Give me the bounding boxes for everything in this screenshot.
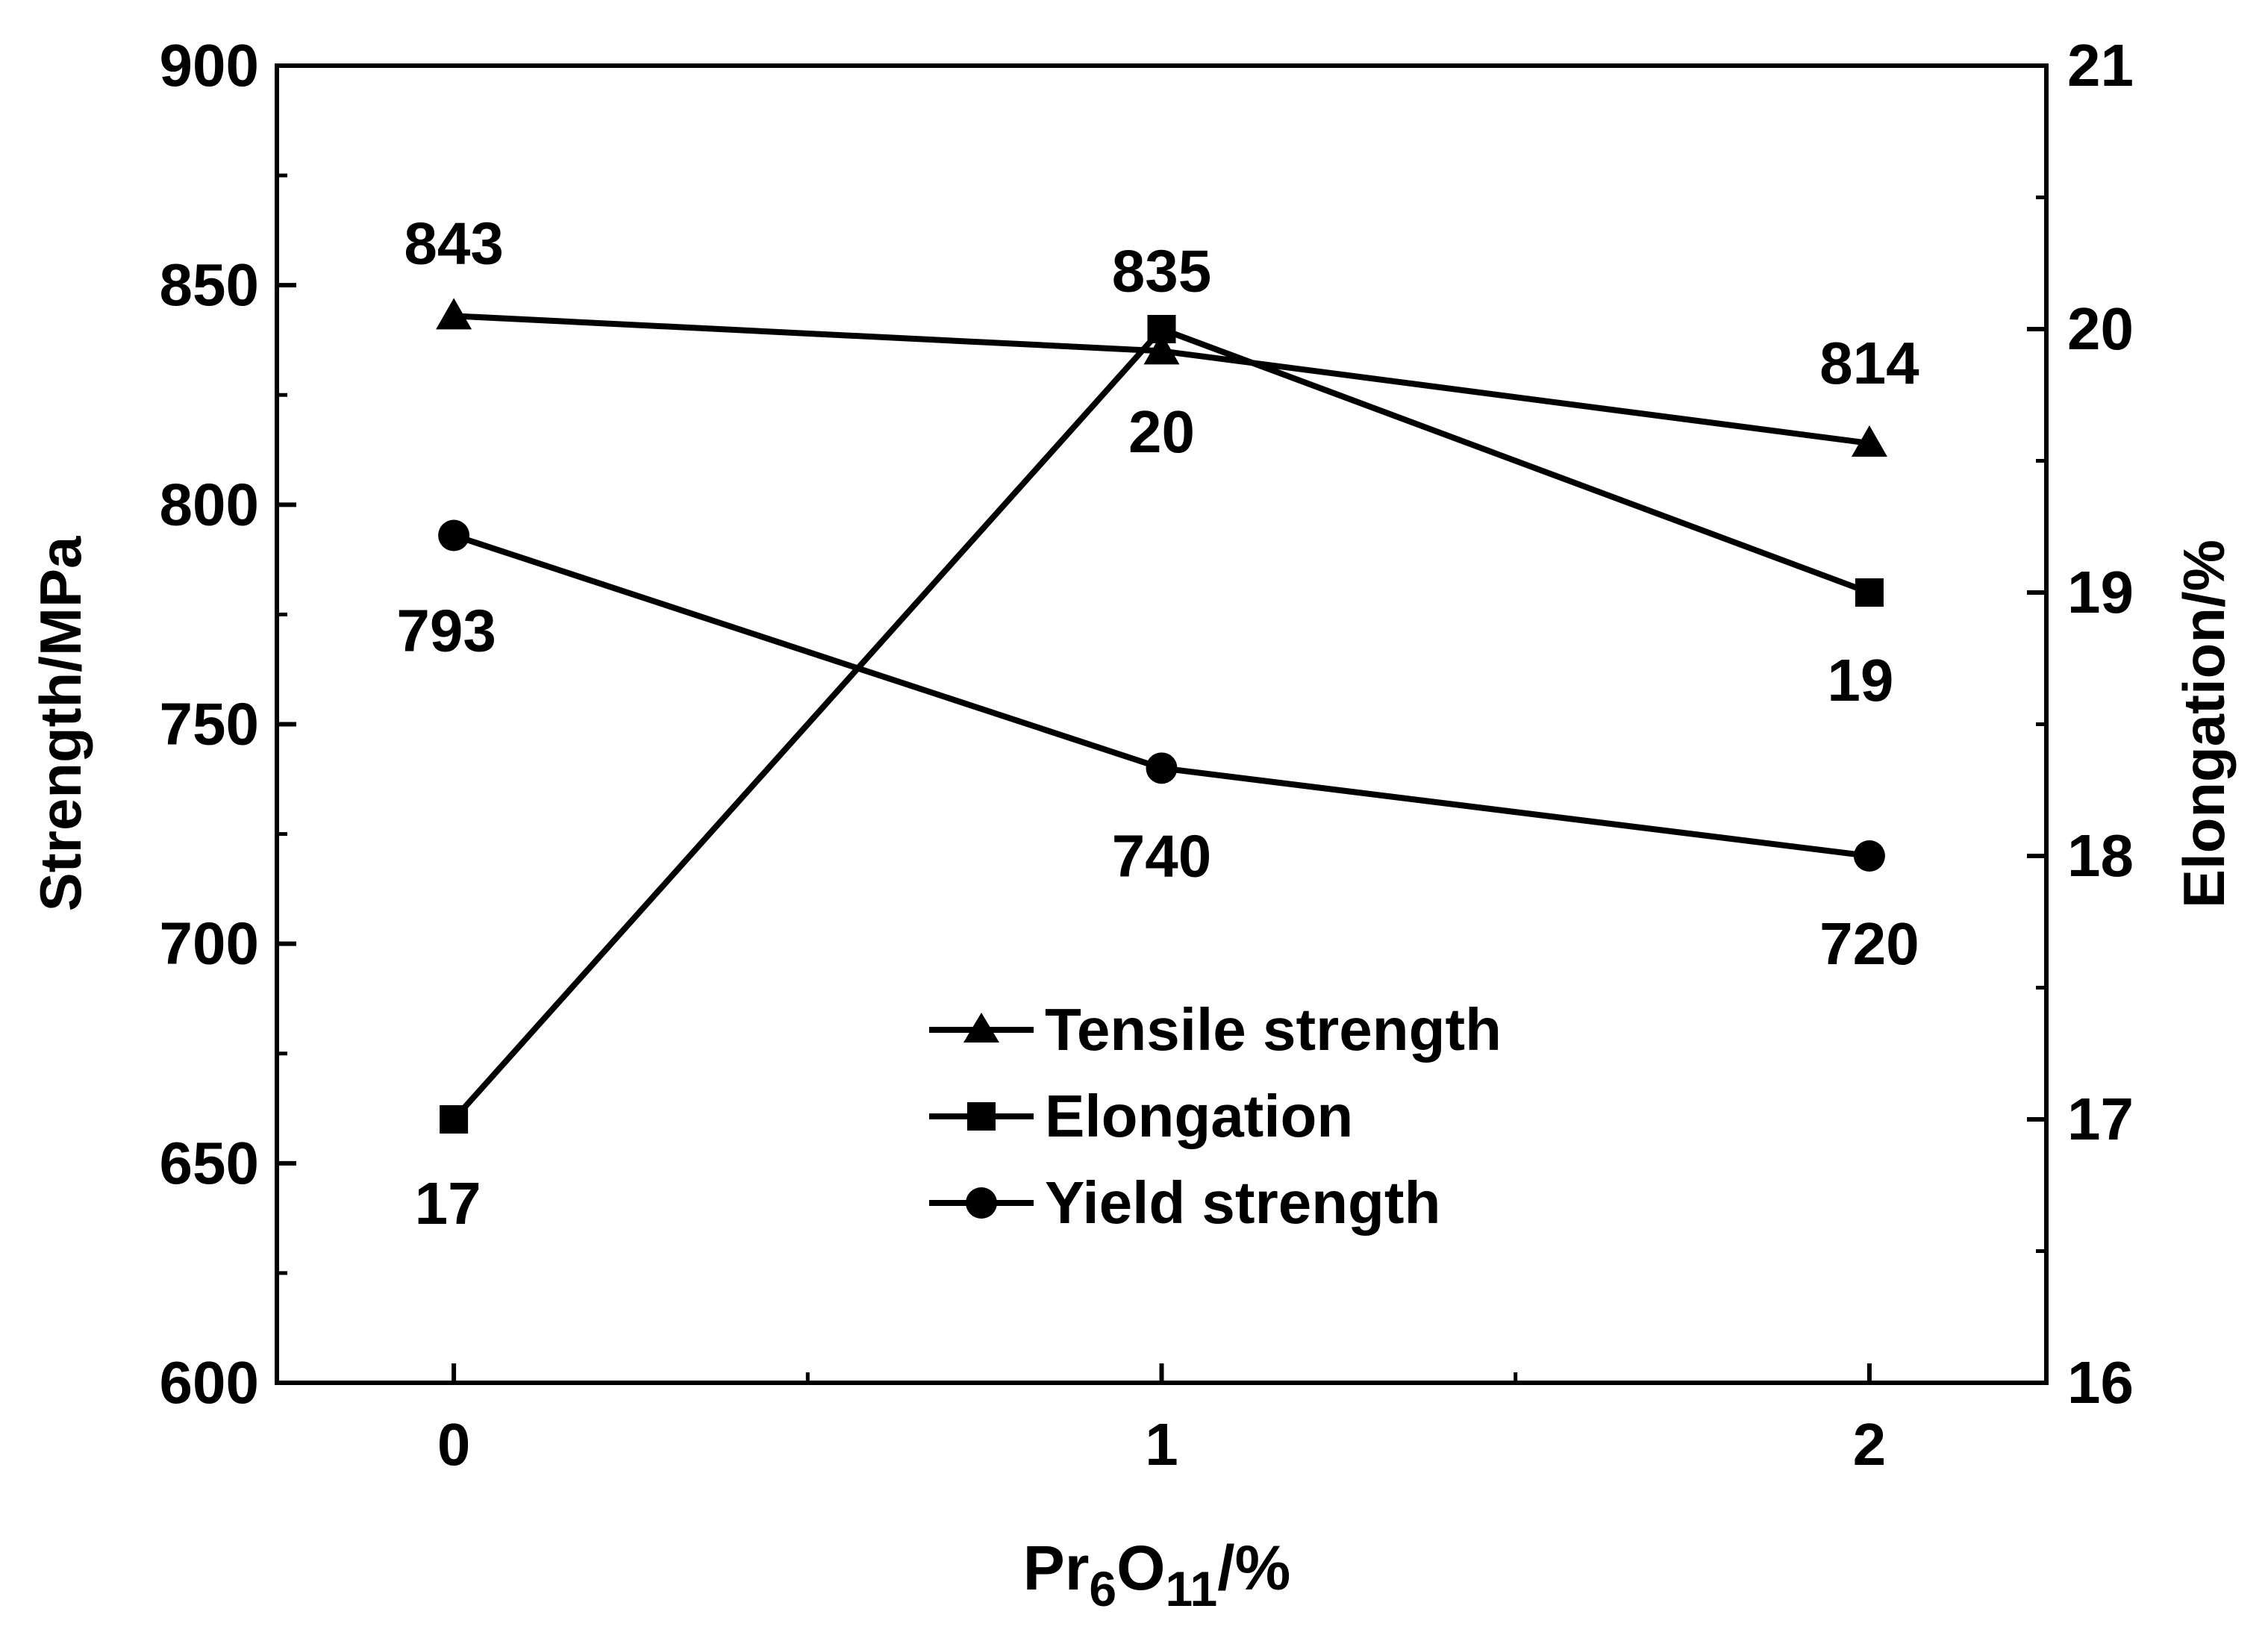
data-label-tensile-strength: 814 bbox=[1819, 330, 1919, 396]
y-axis-right-title: Elongation/% bbox=[2171, 540, 2237, 908]
data-label-elongation: 20 bbox=[1128, 398, 1195, 465]
series-markers bbox=[436, 298, 1887, 1134]
legend-label-tensile: Tensile strength bbox=[1045, 996, 1502, 1063]
legend-label-elongation: Elongation bbox=[1045, 1083, 1353, 1149]
data-label-elongation: 19 bbox=[1827, 647, 1893, 713]
y-left-tick-label: 750 bbox=[160, 691, 259, 757]
y-left-tick-label: 700 bbox=[160, 910, 259, 977]
x-axis-title-suffix: /% bbox=[1217, 1533, 1290, 1603]
data-label-yield-strength: 720 bbox=[1819, 910, 1919, 977]
data-point-yield-strength bbox=[1853, 840, 1885, 872]
x-tick-label: 2 bbox=[1853, 1411, 1887, 1478]
y-axis-left-title: Strength/MPa bbox=[28, 536, 93, 911]
data-point-elongation bbox=[1855, 578, 1884, 607]
x-axis-title-sub1: 6 bbox=[1089, 1561, 1116, 1616]
y-right-tick-label: 21 bbox=[2067, 32, 2134, 99]
y-right-tick-label: 18 bbox=[2067, 822, 2134, 889]
data-point-tensile-strength bbox=[436, 298, 472, 330]
data-point-elongation bbox=[1147, 315, 1176, 343]
y-right-tick-label: 16 bbox=[2067, 1349, 2134, 1416]
x-axis-title-mid: O bbox=[1116, 1533, 1165, 1603]
ticks-layer: 600 650 700 750 800 850 900 16 17 18 19 20 21 0 1 2 bbox=[160, 32, 2134, 1478]
data-point-tensile-strength bbox=[1143, 333, 1180, 365]
data-point-yield-strength bbox=[438, 519, 470, 551]
y-left-tick-label: 850 bbox=[160, 251, 259, 318]
data-label-yield-strength: 740 bbox=[1112, 822, 1211, 889]
data-labels: 843 835 814 17 20 19 793 740 720 bbox=[396, 210, 1919, 1237]
legend-label-yield: Yield strength bbox=[1045, 1169, 1440, 1236]
data-label-elongation: 17 bbox=[415, 1170, 481, 1237]
y-right-tick-label: 20 bbox=[2067, 296, 2134, 362]
x-axis-title-sub2: 11 bbox=[1165, 1561, 1217, 1616]
y-right-tick-label: 19 bbox=[2067, 559, 2134, 625]
y-left-tick-label: 600 bbox=[160, 1349, 259, 1416]
data-label-yield-strength: 793 bbox=[396, 598, 496, 664]
legend: Tensile strength Elongation Yield streng… bbox=[929, 996, 1502, 1236]
y-left-tick-label: 650 bbox=[160, 1130, 259, 1196]
data-point-yield-strength bbox=[1146, 752, 1178, 784]
x-axis-title: Pr6O11/% bbox=[1023, 1533, 1291, 1616]
legend-circle-marker bbox=[966, 1187, 997, 1219]
legend-item-yield: Yield strength bbox=[929, 1169, 1440, 1236]
data-label-tensile-strength: 835 bbox=[1112, 237, 1211, 304]
legend-square-marker bbox=[967, 1102, 996, 1131]
x-tick-label: 1 bbox=[1145, 1411, 1178, 1478]
x-tick-label: 0 bbox=[437, 1411, 471, 1478]
series-line-yield-strength bbox=[452, 532, 1870, 859]
legend-item-tensile: Tensile strength bbox=[929, 996, 1502, 1063]
data-label-tensile-strength: 843 bbox=[404, 210, 503, 276]
data-point-tensile-strength bbox=[1851, 425, 1887, 457]
y-left-tick-label: 800 bbox=[160, 471, 259, 537]
x-axis-title-base: Pr bbox=[1023, 1533, 1090, 1603]
legend-triangle-marker bbox=[963, 1013, 999, 1043]
legend-item-elongation: Elongation bbox=[929, 1083, 1353, 1149]
data-point-elongation bbox=[440, 1105, 469, 1134]
y-left-tick-label: 900 bbox=[160, 32, 259, 99]
y-right-tick-label: 17 bbox=[2067, 1086, 2134, 1152]
